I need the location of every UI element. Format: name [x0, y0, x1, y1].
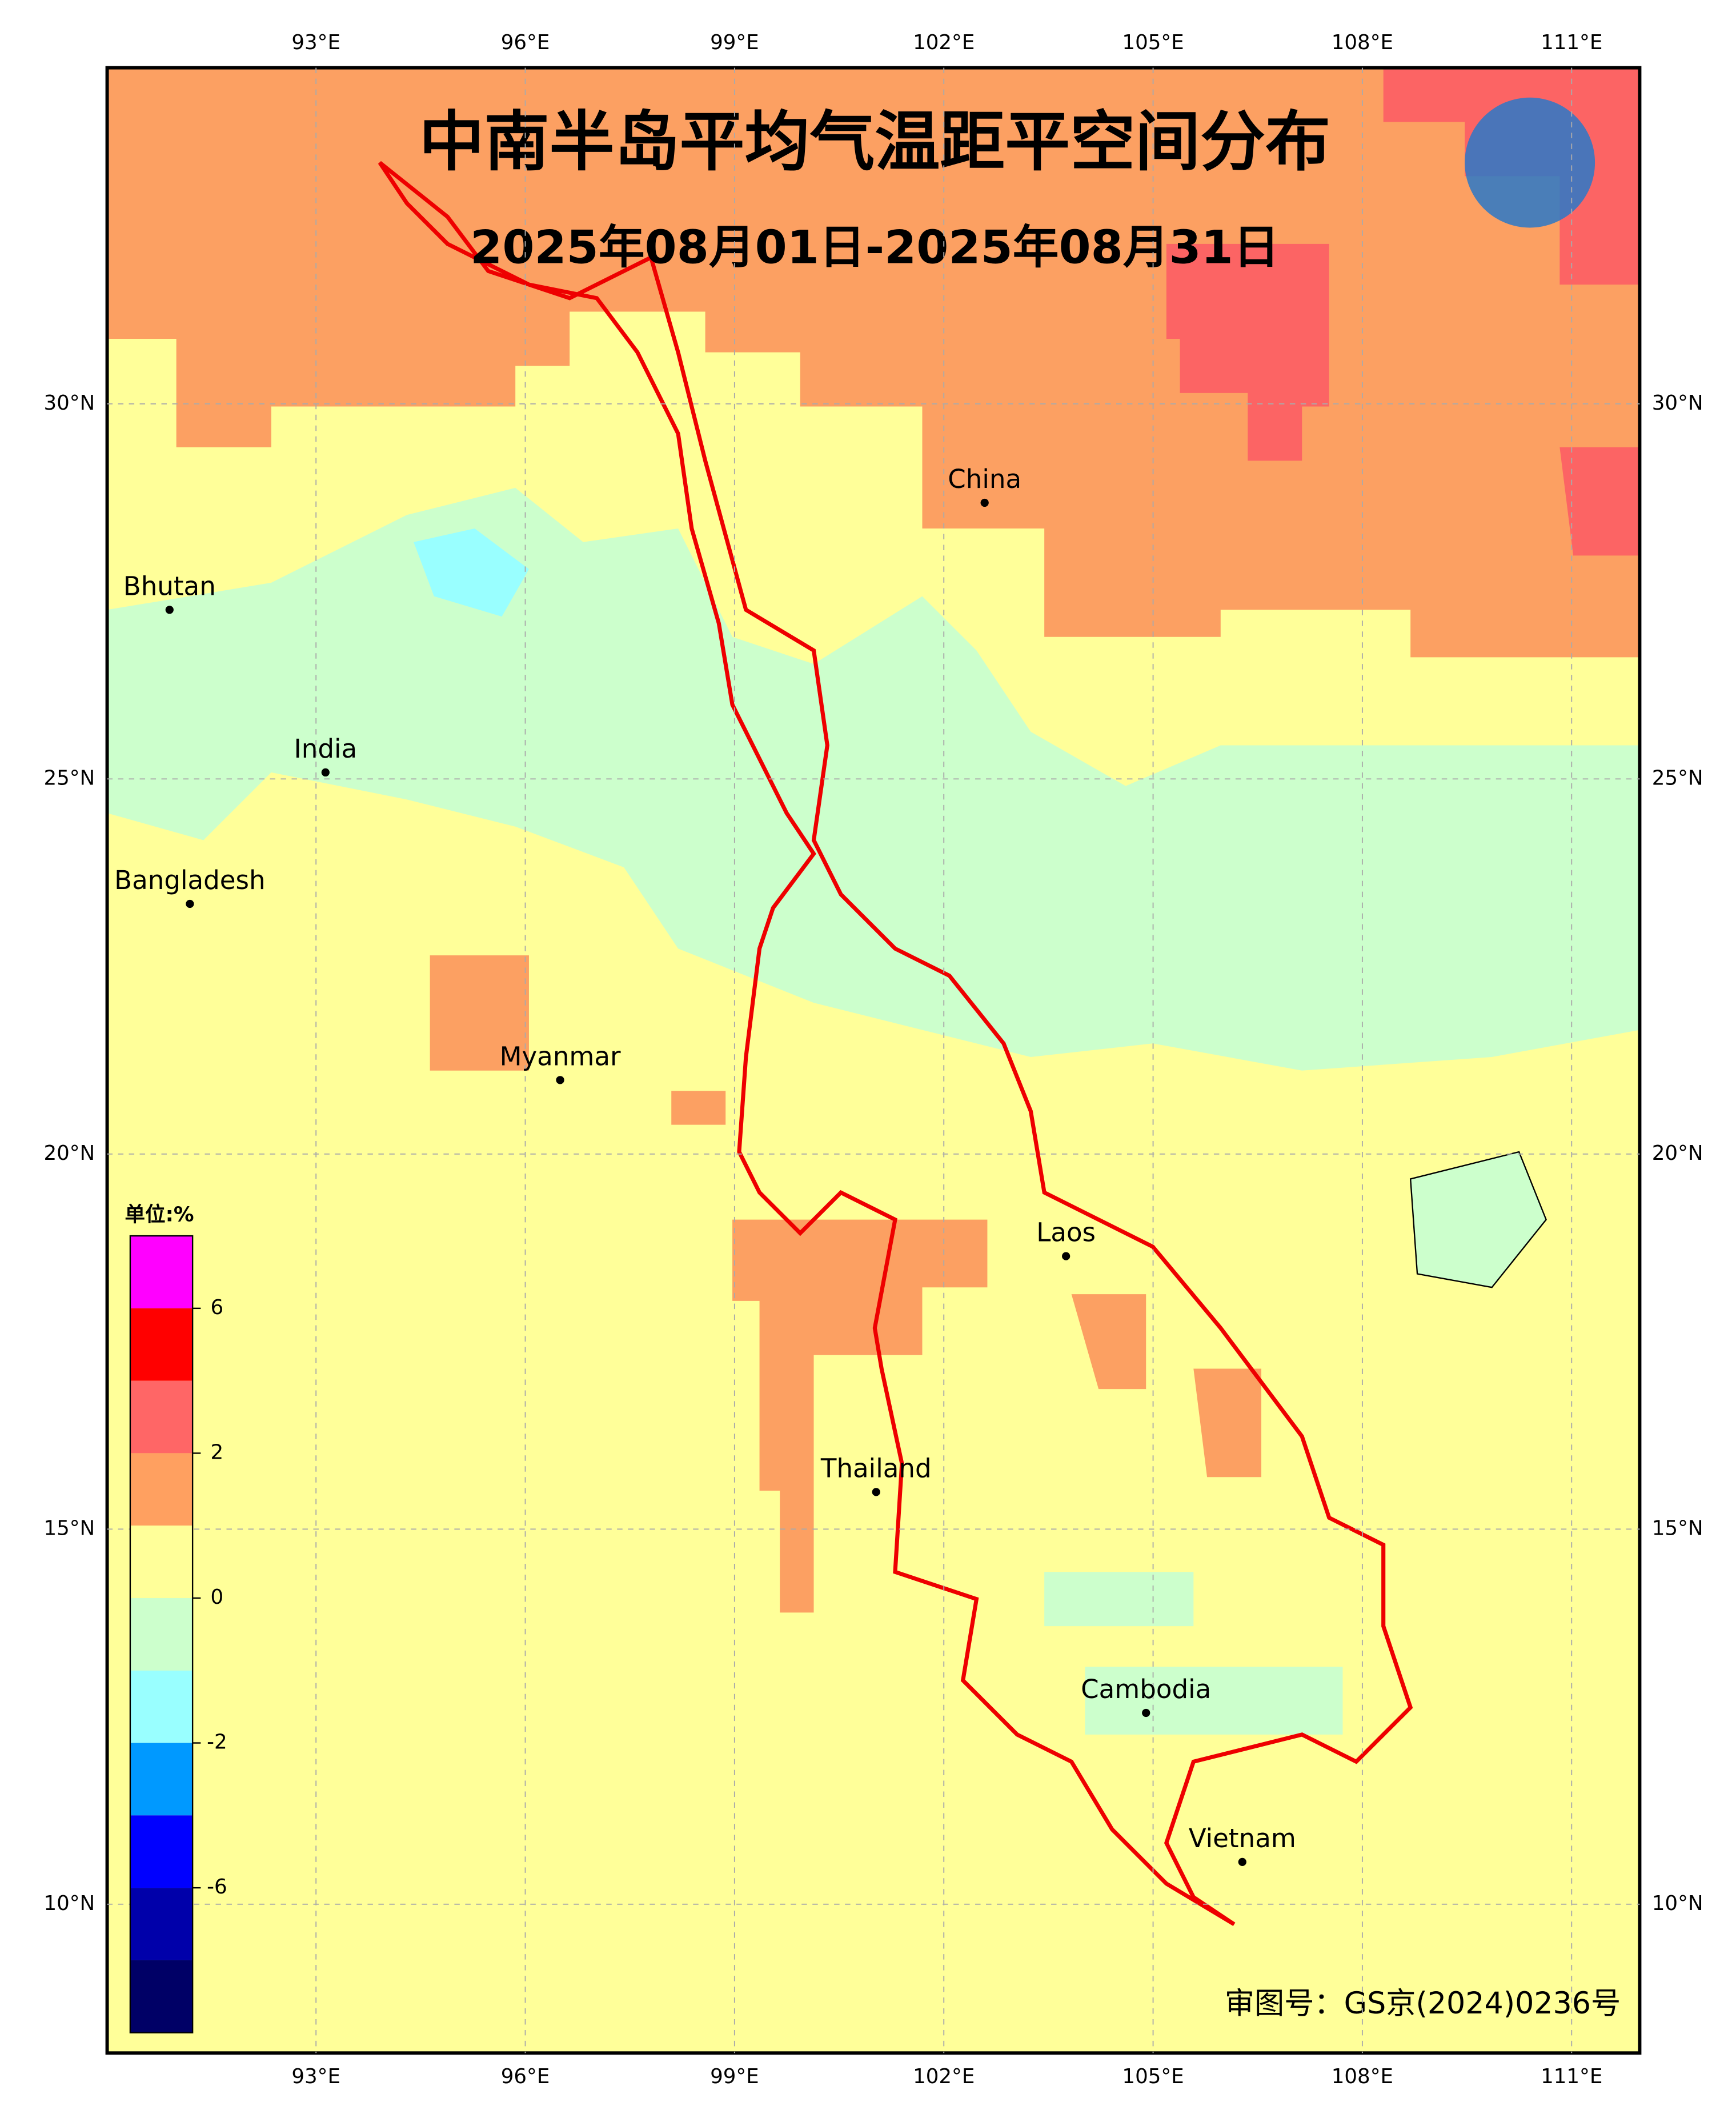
legend-swatch: [130, 1815, 193, 1888]
legend-frame: [129, 1235, 194, 2033]
lat-tick-label: 25°N: [43, 766, 95, 790]
place-label: Bhutan: [123, 571, 216, 601]
lon-tick-label: 108°E: [1332, 2065, 1393, 2088]
lat-tick-label: 30°N: [1652, 391, 1703, 415]
lat-tick-label: 30°N: [43, 391, 95, 415]
logo: [1465, 97, 1595, 228]
lon-tick-label: 96°E: [501, 31, 550, 54]
lon-tick-label: 108°E: [1332, 31, 1393, 54]
place-dot: [321, 768, 330, 777]
place-label: Myanmar: [500, 1041, 621, 1071]
place-label: Thailand: [820, 1453, 932, 1483]
place-dot: [980, 498, 989, 507]
legend-label: 2: [211, 1440, 224, 1464]
place-label: India: [294, 734, 357, 764]
place-dot: [556, 1076, 564, 1084]
place-dot: [1142, 1708, 1150, 1717]
lat-tick-label: 10°N: [43, 1892, 95, 1915]
map-frame: [105, 66, 1642, 2055]
place-label: Vietnam: [1189, 1823, 1296, 1853]
legend-swatch: [130, 1308, 193, 1381]
legend-label: 6: [211, 1296, 224, 1319]
place-dot: [186, 899, 194, 908]
lon-tick-label: 96°E: [501, 2065, 550, 2088]
place-dot: [1238, 1857, 1246, 1866]
map-subtitle: 2025年08月01日-2025年08月31日: [470, 221, 1279, 275]
lon-tick-label: 105°E: [1122, 2065, 1184, 2088]
lat-tick-label: 20°N: [43, 1142, 95, 1165]
legend-swatch: [130, 1670, 193, 1743]
lat-tick-label: 20°N: [1652, 1142, 1703, 1165]
place-dot: [1062, 1252, 1071, 1260]
lon-tick-label: 102°E: [913, 2065, 975, 2088]
place-label: Laos: [1036, 1218, 1096, 1248]
legend-swatch: [130, 1597, 193, 1671]
anomaly-field: [107, 67, 1640, 2053]
map-title: 中南半岛平均气温距平空间分布: [419, 103, 1330, 179]
legend-swatch: [130, 1236, 193, 1308]
place-label: Cambodia: [1081, 1674, 1211, 1704]
lon-tick-label: 99°E: [710, 2065, 759, 2088]
lon-tick-label: 99°E: [710, 31, 759, 54]
lon-tick-label: 111°E: [1541, 2065, 1602, 2088]
lat-tick-label: 15°N: [1652, 1516, 1703, 1540]
place-dot: [165, 606, 174, 614]
lon-tick-label: 111°E: [1541, 31, 1602, 54]
legend-label: 0: [211, 1586, 224, 1609]
place-label: China: [948, 464, 1021, 494]
lat-tick-label: 25°N: [1652, 766, 1703, 790]
lon-tick-label: 102°E: [913, 31, 975, 54]
region-boundary: [378, 161, 1413, 1926]
place-label: Bangladesh: [114, 865, 265, 895]
approval-number: 审图号：GS京(2024)0236号: [1225, 1987, 1621, 2021]
legend-swatch: [130, 1960, 193, 2033]
lat-tick-label: 15°N: [43, 1516, 95, 1540]
legend-swatch: [130, 1380, 193, 1454]
legend-swatch: [130, 1526, 193, 1598]
lon-tick-label: 93°E: [291, 31, 340, 54]
lon-tick-label: 93°E: [291, 2065, 340, 2088]
place-dot: [872, 1488, 880, 1496]
legend-label: -6: [207, 1875, 227, 1899]
lat-tick-label: 10°N: [1652, 1892, 1703, 1915]
lon-tick-label: 105°E: [1122, 31, 1184, 54]
legend-swatch: [130, 1453, 193, 1526]
legend-swatch: [130, 1743, 193, 1816]
legend-swatch: [130, 1888, 193, 1960]
legend-label: -2: [207, 1731, 227, 1754]
legend-unit: 单位:%: [125, 1203, 194, 1227]
